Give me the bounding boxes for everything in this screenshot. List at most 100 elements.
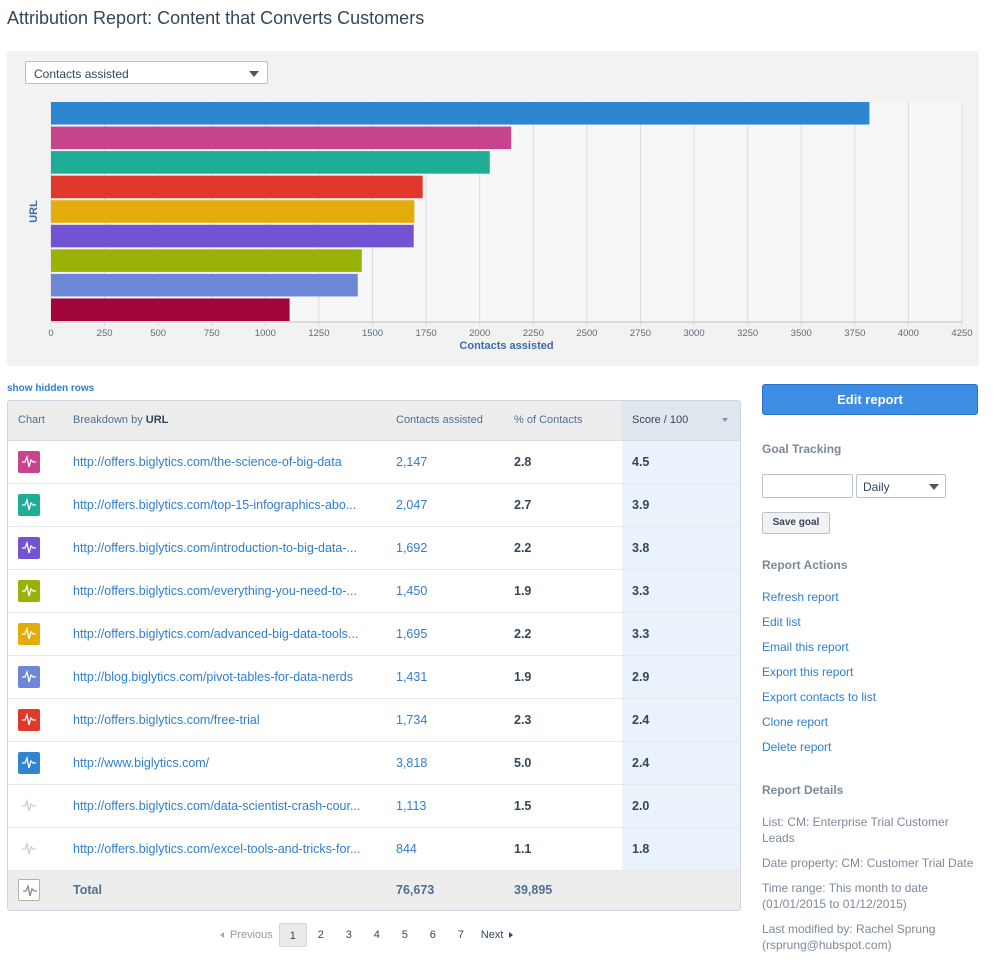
row-assisted-link[interactable]: 1,113 [396, 798, 427, 813]
pulse-icon [22, 798, 36, 811]
row-score: 3.3 [622, 569, 740, 613]
action-email-this-report-link[interactable]: Email this report [762, 640, 849, 654]
row-url-link[interactable]: http://offers.biglytics.com/top-15-infog… [73, 497, 357, 512]
chart-toggle[interactable] [18, 493, 40, 516]
detail-date-property: Date property: CM: Customer Trial Date [762, 856, 974, 870]
col-header-breakdown[interactable]: Breakdown by URL [63, 401, 386, 441]
edit-report-button[interactable]: Edit report [762, 384, 978, 415]
row-score: 1.8 [622, 827, 740, 871]
row-url-link[interactable]: http://offers.biglytics.com/advanced-big… [73, 626, 359, 641]
x-tick-label: 1000 [255, 328, 276, 339]
detail-list: List: CM: Enterprise Trial Customer Lead… [762, 815, 949, 845]
x-tick-label: 3750 [844, 328, 865, 339]
sort-desc-icon [722, 418, 728, 422]
chart-toggle[interactable] [18, 450, 40, 473]
goal-period-select[interactable]: Daily [856, 474, 946, 498]
row-url-link[interactable]: http://offers.biglytics.com/the-science-… [73, 454, 342, 469]
show-hidden-rows-link[interactable]: show hidden rows [7, 383, 95, 394]
pulse-icon [22, 669, 36, 682]
next-page-button[interactable]: Next [475, 929, 520, 941]
chart-toggle[interactable] [18, 579, 40, 602]
page-4-button[interactable]: 4 [373, 929, 380, 941]
goal-input[interactable] [762, 474, 853, 498]
row-url-link[interactable]: http://blog.biglytics.com/pivot-tables-f… [73, 669, 353, 684]
row-assisted-link[interactable]: 3,818 [396, 755, 428, 770]
row-assisted-link[interactable]: 2,047 [396, 497, 428, 512]
goal-tracking-heading: Goal Tracking [762, 442, 842, 456]
page-7-button[interactable]: 7 [457, 929, 464, 941]
col-header-pct[interactable]: % of Contacts [504, 401, 622, 441]
pulse-icon [23, 883, 37, 897]
x-tick-label: 4250 [951, 328, 972, 339]
row-assisted-link[interactable]: 844 [396, 841, 417, 856]
chart-toggle-total[interactable] [18, 879, 40, 902]
report-action-item: Email this report [762, 640, 876, 665]
action-clone-report-link[interactable]: Clone report [762, 715, 829, 729]
row-score: 2.9 [622, 655, 740, 699]
chevron-left-icon [220, 932, 224, 939]
total-row: Total 76,673 39,895 [8, 870, 740, 910]
pulse-icon [22, 583, 36, 596]
x-tick-label: 1500 [362, 328, 383, 339]
bar [51, 273, 358, 297]
chart-toggle[interactable] [18, 708, 40, 731]
row-url-link[interactable]: http://offers.biglytics.com/data-scienti… [73, 798, 361, 813]
chart-toggle[interactable] [18, 622, 40, 645]
x-tick-label: 500 [150, 328, 166, 339]
page-5-button[interactable]: 5 [401, 929, 408, 941]
report-action-item: Export this report [762, 665, 876, 690]
bar [51, 175, 423, 199]
chart-toggle[interactable] [18, 794, 40, 817]
row-url-link[interactable]: http://offers.biglytics.com/excel-tools-… [73, 841, 361, 856]
breakdown-field: URL [145, 414, 169, 427]
row-assisted-link[interactable]: 1,734 [396, 712, 428, 727]
row-pct: 1.5 [504, 784, 622, 828]
col-header-score[interactable]: Score / 100 [622, 401, 740, 441]
row-pct: 2.8 [504, 440, 622, 484]
row-url-link[interactable]: http://offers.biglytics.com/everything-y… [73, 583, 357, 598]
sidebar: Edit report Goal Tracking Daily Save goa… [762, 384, 978, 952]
chart-toggle[interactable] [18, 536, 40, 559]
action-refresh-report-link[interactable]: Refresh report [762, 590, 839, 604]
chart-toggle[interactable] [18, 837, 40, 860]
row-url-link[interactable]: http://offers.biglytics.com/introduction… [73, 540, 357, 555]
x-tick-label: 2750 [630, 328, 651, 339]
action-export-contacts-to-list-link[interactable]: Export contacts to list [762, 690, 877, 704]
bar-chart: 0 250 500 750 1000 1250 1500 1750 2000 2250 2500 27… [28, 101, 973, 352]
x-tick-label: 2250 [523, 328, 544, 339]
page-1-button[interactable]: 1 [278, 923, 307, 947]
action-edit-list-link[interactable]: Edit list [762, 615, 801, 629]
page-6-button[interactable]: 6 [429, 929, 436, 941]
report-table: Chart Breakdown by URL Contacts assisted… [7, 400, 741, 911]
row-assisted-link[interactable]: 1,450 [396, 583, 428, 598]
save-goal-button[interactable]: Save goal [762, 512, 830, 534]
report-action-item: Export contacts to list [762, 690, 876, 715]
total-label: Total [73, 883, 102, 898]
row-assisted-link[interactable]: 1,692 [396, 540, 428, 555]
row-assisted-link[interactable]: 2,147 [396, 454, 428, 469]
row-url-link[interactable]: http://offers.biglytics.com/free-trial [73, 712, 260, 727]
x-axis-title: Contacts assisted [459, 340, 553, 352]
table-row: http://offers.biglytics.com/data-scienti… [8, 784, 740, 828]
metric-select[interactable]: Contacts assisted [25, 61, 268, 84]
row-assisted-link[interactable]: 1,431 [396, 669, 428, 684]
row-score: 2.4 [622, 698, 740, 742]
x-tick-label: 2000 [469, 328, 490, 339]
pulse-icon [22, 755, 36, 768]
chart-toggle[interactable] [18, 665, 40, 688]
previous-page-button[interactable]: Previous [214, 929, 279, 941]
row-pct: 1.9 [504, 569, 622, 613]
action-export-this-report-link[interactable]: Export this report [762, 665, 854, 679]
row-url-link[interactable]: http://www.biglytics.com/ [73, 755, 210, 770]
x-tick-label: 3250 [737, 328, 758, 339]
table-row: http://offers.biglytics.com/free-trial 1,… [8, 698, 740, 742]
page-3-button[interactable]: 3 [345, 929, 352, 941]
page-2-button[interactable]: 2 [317, 929, 324, 941]
metric-select-value: Contacts assisted [34, 67, 129, 81]
action-delete-report-link[interactable]: Delete report [762, 740, 832, 754]
row-pct: 2.2 [504, 612, 622, 656]
chart-toggle[interactable] [18, 751, 40, 774]
report-actions-list: Refresh report Edit list Email this report… [762, 590, 876, 765]
col-header-assisted[interactable]: Contacts assisted [386, 401, 504, 441]
row-assisted-link[interactable]: 1,695 [396, 626, 428, 641]
